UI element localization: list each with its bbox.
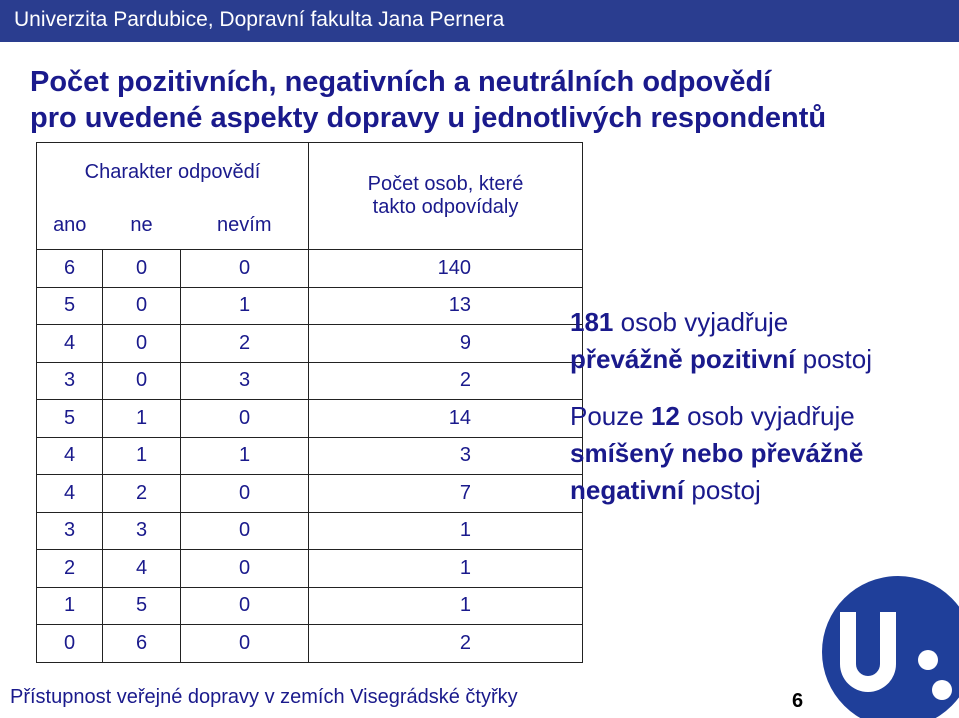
cell-ne: 0 (102, 286, 181, 325)
cell-ne: 4 (102, 549, 181, 588)
cell-count: 140 (308, 249, 583, 288)
group-header: Charakter odpovědí (36, 142, 309, 201)
cell-ano: 3 (36, 361, 103, 400)
header-bar: Univerzita Pardubice, Dopravní fakulta J… (0, 0, 959, 42)
cell-count: 13 (308, 286, 583, 325)
positive-bold: převážně pozitivní (570, 344, 796, 374)
university-logo (822, 576, 959, 718)
col-header-nevim: nevím (180, 201, 309, 250)
cell-count: 9 (308, 324, 583, 363)
count-header: Počet osob, které takto odpovídaly (308, 142, 583, 250)
table-row: 5 1 0 14 (36, 399, 583, 438)
negative-bold-1: smíšený nebo převážně (570, 438, 864, 468)
cell-ano: 2 (36, 549, 103, 588)
cell-ne: 1 (102, 436, 181, 475)
cell-nevim: 0 (180, 586, 309, 625)
cell-ne: 0 (102, 361, 181, 400)
header-text: Univerzita Pardubice, Dopravní fakulta J… (14, 8, 505, 31)
cell-ano: 1 (36, 586, 103, 625)
cell-ano: 4 (36, 324, 103, 363)
negative-text: osob vyjadřuje (679, 401, 855, 431)
cell-ne: 6 (102, 624, 181, 663)
cell-nevim: 2 (180, 324, 309, 363)
cell-ano: 6 (36, 249, 103, 288)
negative-lead: Pouze (570, 401, 651, 431)
count-header-line-2: takto odpovídaly (372, 196, 519, 218)
cell-count: 14 (308, 399, 583, 438)
footer-text: Přístupnost veřejné dopravy v zemích Vis… (10, 686, 518, 708)
col-header-ano: ano (36, 201, 103, 250)
summary-positive: 181 osob vyjadřuje převážně pozitivní po… (570, 304, 872, 378)
col-header-ne: ne (102, 201, 181, 250)
slide-title: Počet pozitivních, negativních a neutrál… (30, 64, 826, 136)
count-header-line-1: Počet osob, které (367, 173, 524, 195)
cell-ne: 0 (102, 324, 181, 363)
cell-ne: 3 (102, 511, 181, 550)
title-line-2: pro uvedené aspekty dopravy u jednotlivý… (30, 102, 827, 134)
responses-table: Charakter odpovědí Počet osob, které tak… (36, 142, 583, 663)
cell-nevim: 1 (180, 286, 309, 325)
cell-count: 3 (308, 436, 583, 475)
cell-nevim: 0 (180, 249, 309, 288)
cell-nevim: 0 (180, 474, 309, 513)
cell-count: 1 (308, 511, 583, 550)
negative-count: 12 (650, 401, 680, 431)
title-line-1: Počet pozitivních, negativních a neutrál… (30, 66, 772, 98)
positive-count: 181 (570, 307, 614, 337)
table-row: 6 0 0 140 (36, 249, 583, 288)
cell-ano: 5 (36, 286, 103, 325)
cell-nevim: 0 (180, 511, 309, 550)
cell-ne: 1 (102, 399, 181, 438)
cell-ne: 2 (102, 474, 181, 513)
cell-count: 2 (308, 361, 583, 400)
cell-count: 1 (308, 586, 583, 625)
cell-nevim: 3 (180, 361, 309, 400)
cell-nevim: 0 (180, 624, 309, 663)
cell-ne: 5 (102, 586, 181, 625)
positive-text: osob vyjadřuje (613, 307, 789, 337)
cell-count: 1 (308, 549, 583, 588)
cell-nevim: 0 (180, 399, 309, 438)
cell-ano: 5 (36, 399, 103, 438)
cell-nevim: 1 (180, 436, 309, 475)
negative-tail: postoj (684, 475, 761, 505)
summary-negative: Pouze 12 osob vyjadřuje smíšený nebo pře… (570, 398, 863, 509)
cell-ano: 0 (36, 624, 103, 663)
cell-ano: 4 (36, 474, 103, 513)
table-row: 5 0 1 13 (36, 286, 583, 325)
positive-tail: postoj (795, 344, 872, 374)
cell-ne: 0 (102, 249, 181, 288)
negative-bold-2: negativní (570, 475, 685, 505)
cell-count: 2 (308, 624, 583, 663)
cell-count: 7 (308, 474, 583, 513)
page-number: 6 (792, 690, 804, 712)
cell-ano: 4 (36, 436, 103, 475)
cell-ano: 3 (36, 511, 103, 550)
cell-nevim: 0 (180, 549, 309, 588)
